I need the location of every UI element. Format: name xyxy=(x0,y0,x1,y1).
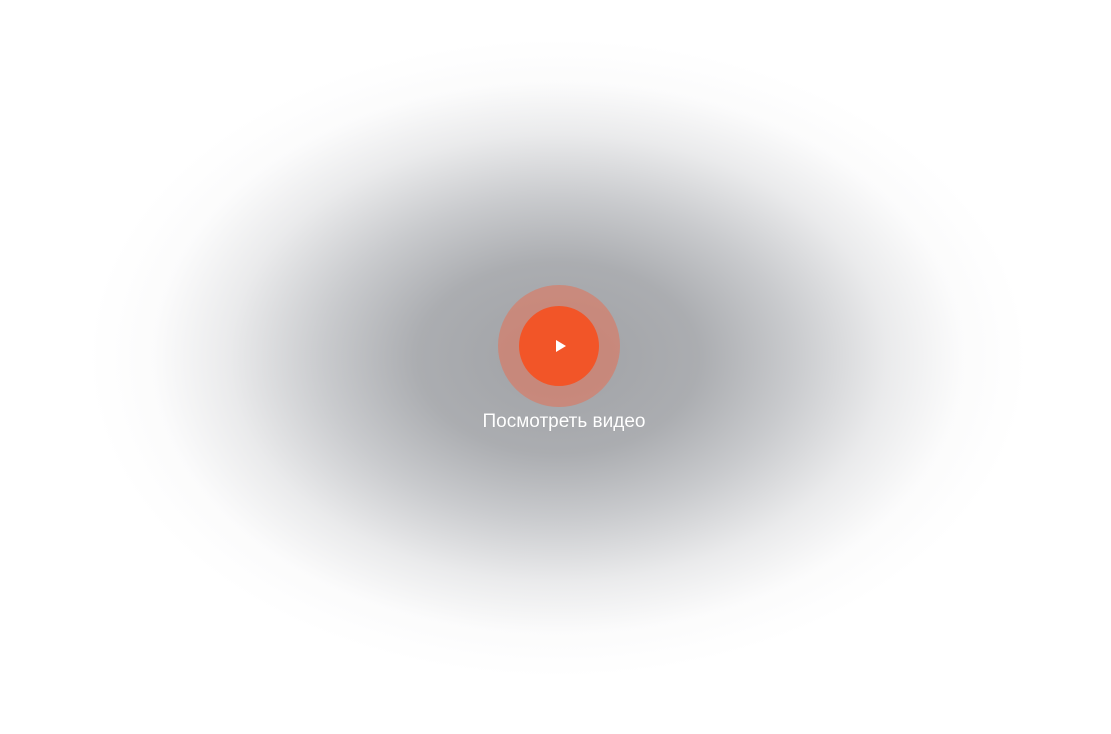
play-button-wrapper[interactable] xyxy=(498,285,620,407)
watch-video-label[interactable]: Посмотреть видео xyxy=(482,411,646,432)
play-icon xyxy=(555,340,566,352)
play-button[interactable] xyxy=(519,306,599,386)
